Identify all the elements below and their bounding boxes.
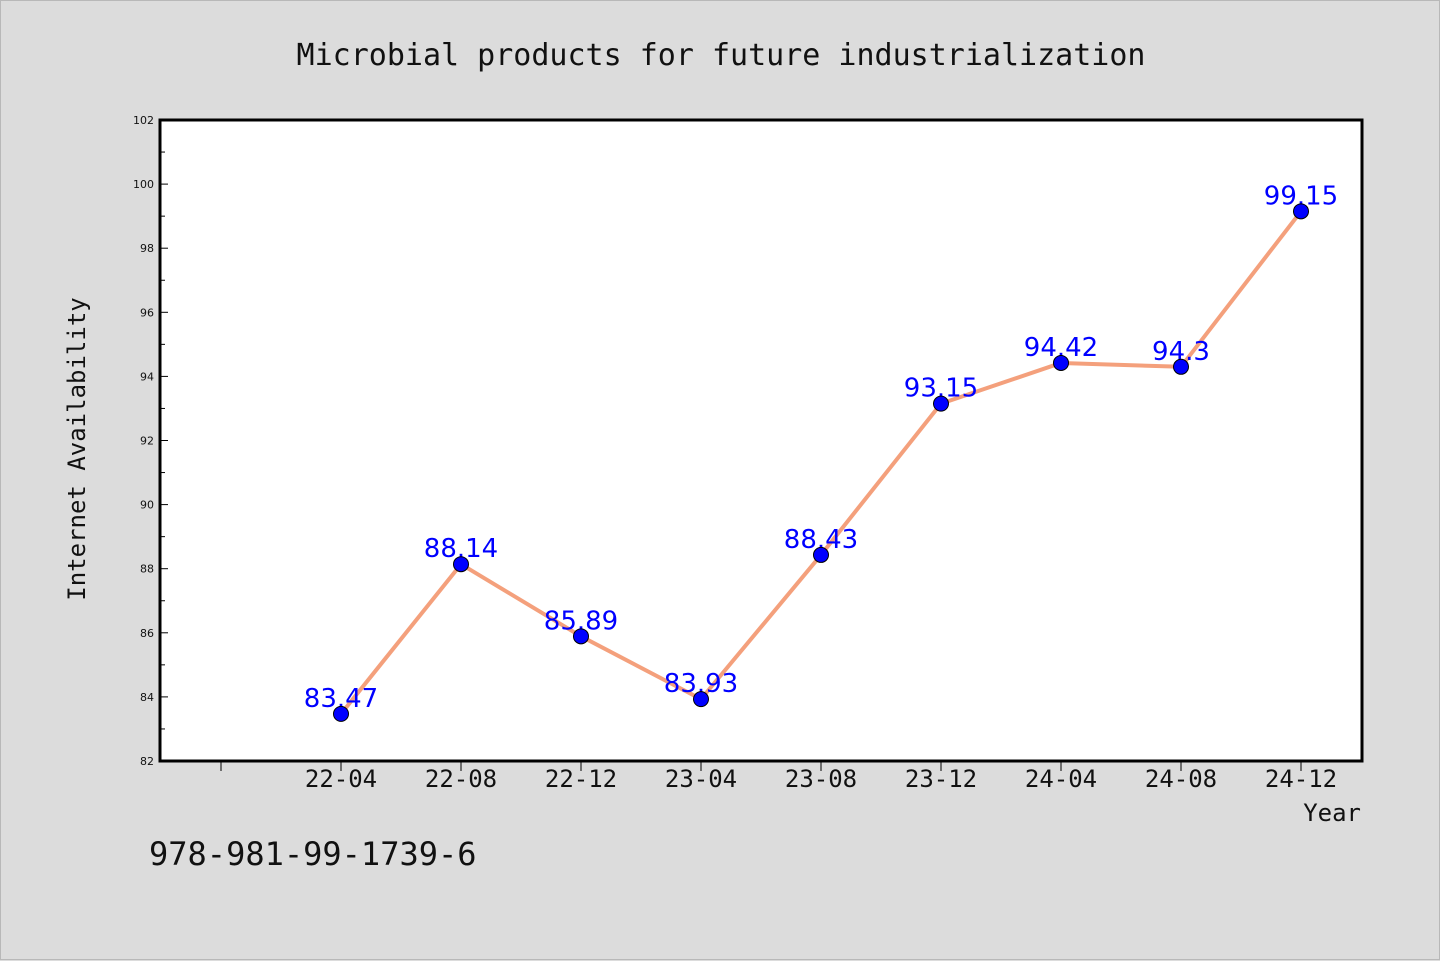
x-tick-label: 24-04 <box>1025 765 1097 793</box>
x-tick-label: 22-12 <box>545 765 617 793</box>
data-point <box>933 395 949 412</box>
y-tick-label: 82 <box>140 755 154 768</box>
y-tick-label: 90 <box>140 499 154 512</box>
x-tick-label: 24-12 <box>1265 765 1337 793</box>
y-axis-label: Internet Availability <box>63 297 91 600</box>
y-tick-label: 100 <box>133 178 154 191</box>
plot-area <box>158 118 1364 763</box>
y-axis-ticks: 82 84 86 88 90 92 94 96 98 100 102 <box>133 114 168 768</box>
data-point <box>453 556 469 573</box>
x-tick-label: 22-08 <box>425 765 497 793</box>
y-tick-label: 98 <box>140 242 154 255</box>
x-tick-label: 23-08 <box>785 765 857 793</box>
y-tick-label: 88 <box>140 563 154 576</box>
data-point <box>573 628 589 645</box>
x-axis-ticks: 22-04 22-08 22-12 23-04 23-08 23-12 24-04 24-08… <box>220 761 1337 793</box>
x-tick-label: 24-08 <box>1145 765 1217 793</box>
data-point <box>1293 203 1309 220</box>
y-tick-label: 84 <box>140 691 154 704</box>
chart-title: Microbial products for future industrial… <box>297 38 1146 73</box>
y-tick-label: 94 <box>140 370 154 383</box>
y-tick-label: 92 <box>140 435 154 448</box>
data-point <box>1053 354 1069 371</box>
x-tick-label: 22-04 <box>305 765 377 793</box>
x-tick-label: 23-12 <box>905 765 977 793</box>
y-tick-label: 102 <box>133 114 154 127</box>
y-tick-label: 96 <box>140 306 154 319</box>
data-point <box>1173 358 1189 375</box>
y-tick-label: 86 <box>140 627 154 640</box>
data-point <box>333 705 349 722</box>
x-tick-label: 23-04 <box>665 765 737 793</box>
footer-isbn-text: 978-981-99-1739-6 <box>149 835 477 873</box>
x-axis-label: Year <box>1303 799 1361 827</box>
data-point <box>813 546 829 563</box>
data-point <box>693 691 709 708</box>
